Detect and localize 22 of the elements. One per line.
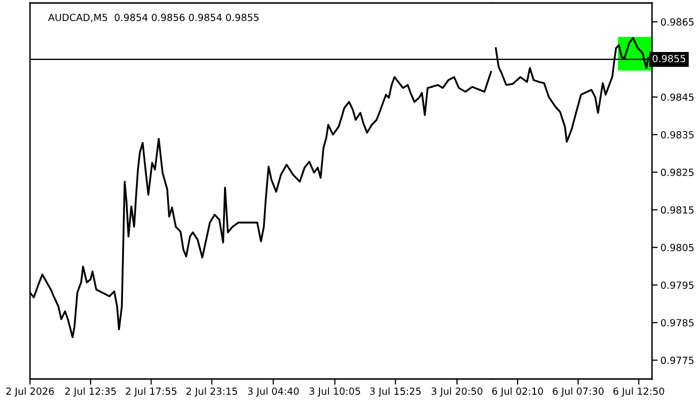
x-tick-label: 2 Jul 2026	[6, 387, 54, 397]
x-tick-label: 6 Jul 07:30	[552, 387, 604, 397]
x-tick-label: 2 Jul 17:55	[126, 387, 176, 397]
x-tick-label: 2 Jul 12:35	[65, 387, 116, 397]
y-tick-label: 0.9805	[660, 244, 694, 252]
x-tick-label: 3 Jul 20:50	[432, 387, 482, 397]
y-tick-label: 0.9785	[660, 319, 694, 326]
x-tick-label: 3 Jul 04:40	[248, 387, 299, 397]
x-tick-label: 2 Jul 23:15	[186, 387, 237, 397]
ref-line-label: 0.9855	[652, 54, 686, 62]
text: AUDCAD,M5 0.9854 0.9856 0.9854 0.9855	[48, 14, 259, 22]
y-tick-label: 0.9835	[660, 131, 694, 138]
x-tick-label: 6 Jul 12:50	[613, 387, 664, 397]
y-tick-label: 0.9825	[660, 168, 694, 176]
y-tick-label: 0.9845	[660, 93, 694, 101]
y-tick-label: 0.9795	[660, 281, 694, 289]
x-tick-label: 3 Jul 10:05	[310, 387, 360, 397]
y-tick-label: 0.9815	[660, 206, 694, 214]
x-tick-label: 6 Jul 02:10	[492, 387, 543, 397]
y-tick-label: 0.9775	[660, 356, 694, 364]
x-tick-label: 3 Jul 15:25	[370, 387, 421, 397]
y-tick-label: 0.9865	[660, 18, 694, 26]
